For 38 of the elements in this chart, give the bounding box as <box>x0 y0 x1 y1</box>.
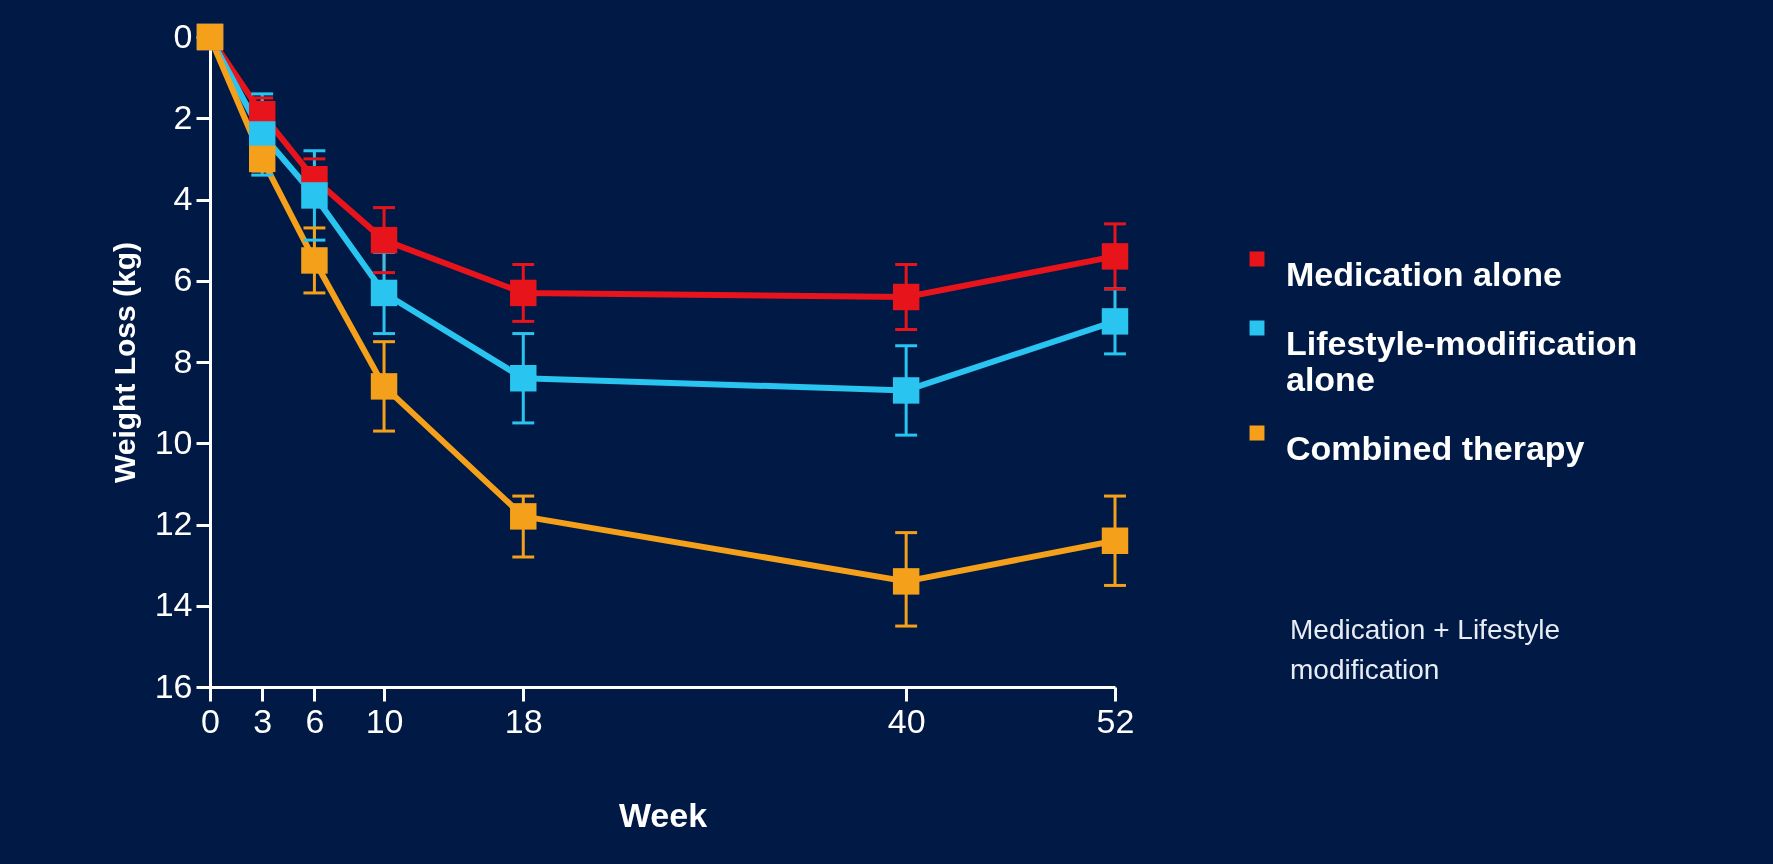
y-tick-label: 2 <box>173 97 193 136</box>
y-tick-label: 10 <box>154 422 193 461</box>
y-tick-label: 16 <box>154 666 193 705</box>
point <box>370 226 398 254</box>
legend-label: Medication alone <box>1286 255 1562 293</box>
y-axis-title: Weight Loss (kg) <box>107 241 141 484</box>
x-tick-label: 6 <box>305 701 325 740</box>
point <box>510 365 537 392</box>
point <box>1101 243 1129 270</box>
y-tick-label: 0 <box>173 16 193 55</box>
point <box>510 503 537 530</box>
point <box>892 568 920 595</box>
point <box>301 182 328 209</box>
y-tick-label: 12 <box>154 504 193 542</box>
point <box>1101 308 1129 335</box>
point <box>1101 527 1129 554</box>
x-tick-label: 0 <box>201 701 220 740</box>
x-tick-label: 3 <box>253 701 273 740</box>
point <box>248 121 276 148</box>
legend-label: Lifestyle-modification alone <box>1286 324 1638 398</box>
x-tick-label: 18 <box>504 701 543 740</box>
point <box>370 279 398 307</box>
legend-label: Combined therapy <box>1286 429 1585 467</box>
point <box>510 279 537 307</box>
point <box>248 145 276 173</box>
point <box>892 377 920 404</box>
point <box>301 247 328 274</box>
y-tick-label: 4 <box>173 179 193 217</box>
y-tick-label: 8 <box>173 341 193 380</box>
x-tick-label: 10 <box>365 701 404 740</box>
y-tick-label: 6 <box>173 260 193 299</box>
y-tick-label: 14 <box>154 585 193 624</box>
point <box>892 283 920 311</box>
x-axis-title: Week <box>618 795 708 834</box>
x-tick-label: 52 <box>1096 701 1135 740</box>
text: Medication + Lifestyle modification <box>1290 614 1561 685</box>
point <box>370 373 398 400</box>
x-tick-label: 40 <box>887 701 926 740</box>
